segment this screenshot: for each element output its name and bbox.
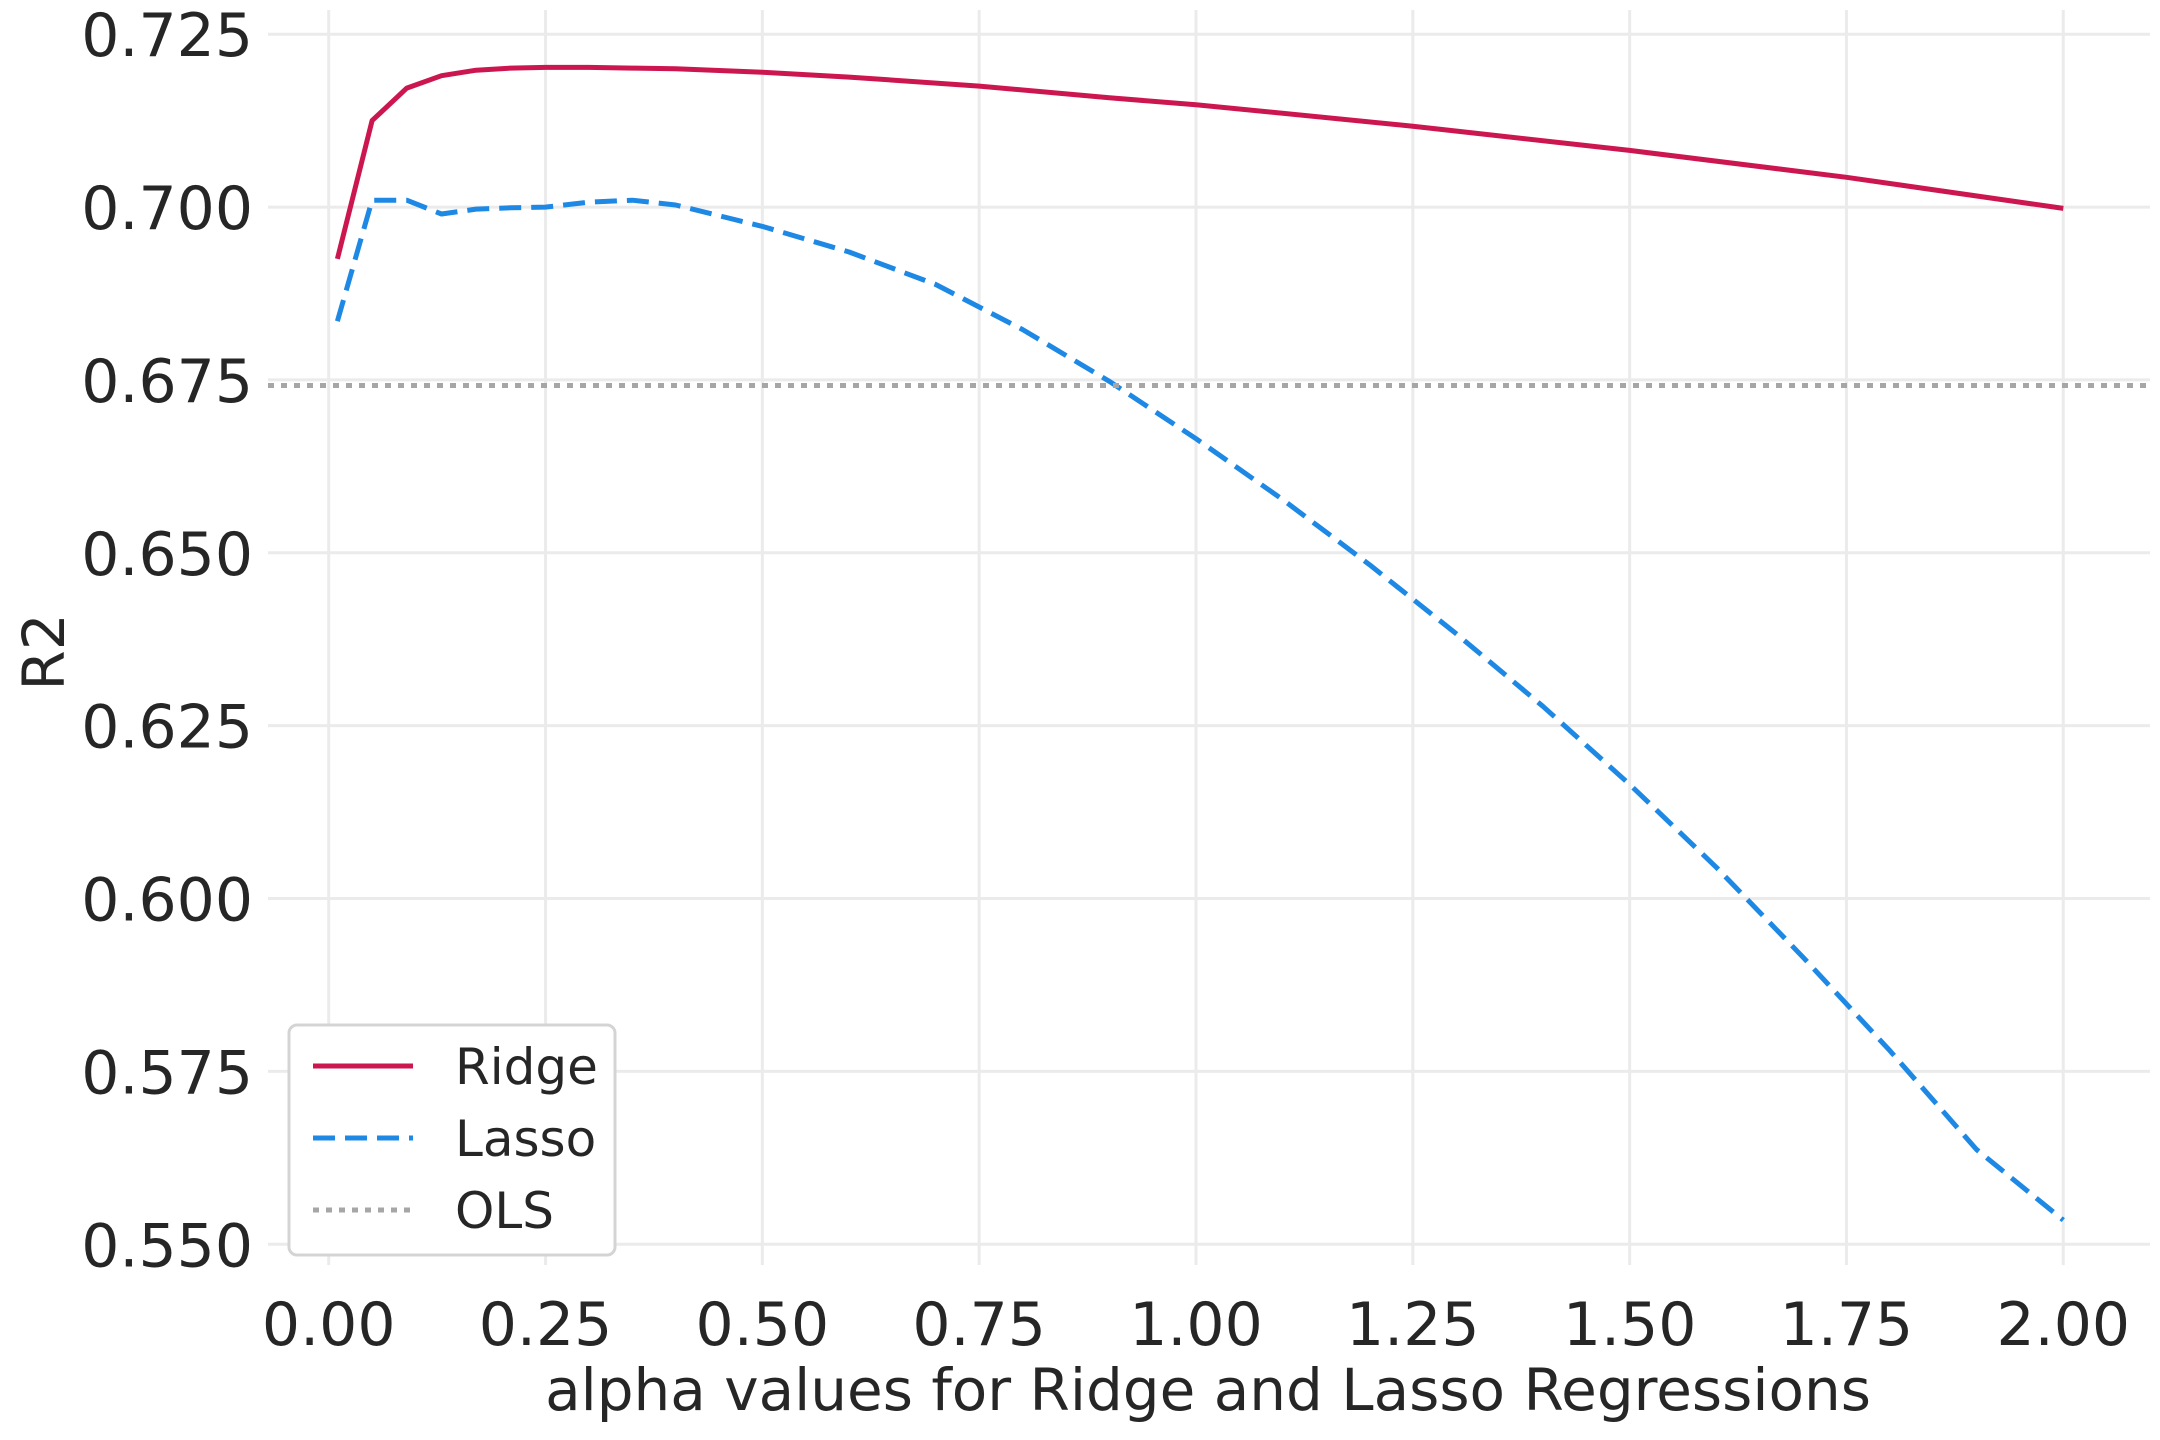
y-axis-title: R2 (10, 613, 78, 690)
grid (268, 10, 2150, 1265)
series-line-ridge (334, 64, 2064, 260)
y-tick-label: 0.550 (81, 1211, 253, 1281)
x-axis-ticks: 0.00 0.25 0.50 0.75 1.00 1.25 1.50 1.75 2.00 (262, 1290, 2130, 1360)
legend-label-lasso: Lasso (455, 1110, 596, 1168)
y-tick-label: 0.700 (81, 174, 253, 244)
y-tick-label: 0.625 (81, 693, 253, 763)
y-tick-label: 0.600 (81, 866, 253, 936)
x-tick-label: 0.00 (262, 1290, 396, 1360)
legend-label-ridge: Ridge (455, 1038, 598, 1096)
x-tick-label: 2.00 (1996, 1290, 2130, 1360)
x-tick-label: 1.25 (1346, 1290, 1480, 1360)
x-axis-title: alpha values for Ridge and Lasso Regress… (545, 1356, 1871, 1424)
y-tick-label: 0.575 (81, 1038, 253, 1108)
x-tick-label: 1.75 (1780, 1290, 1914, 1360)
y-tick-label: 0.725 (81, 1, 253, 71)
y-tick-label: 0.650 (81, 520, 253, 590)
series-line-lasso (334, 197, 2065, 1223)
x-tick-label: 0.25 (479, 1290, 613, 1360)
y-axis-ticks: 0.550 0.575 0.600 0.625 0.650 0.675 0.700 0.725 (81, 1, 253, 1281)
x-tick-label: 1.00 (1129, 1290, 1263, 1360)
legend: Ridge Lasso OLS (287, 1023, 617, 1257)
x-tick-label: 0.75 (912, 1290, 1046, 1360)
series-layer (268, 64, 2150, 1223)
x-tick-label: 0.50 (696, 1290, 830, 1360)
x-tick-label: 1.50 (1563, 1290, 1697, 1360)
legend-box (287, 1023, 617, 1257)
y-tick-label: 0.675 (81, 347, 253, 417)
legend-label-ols: OLS (455, 1182, 554, 1240)
